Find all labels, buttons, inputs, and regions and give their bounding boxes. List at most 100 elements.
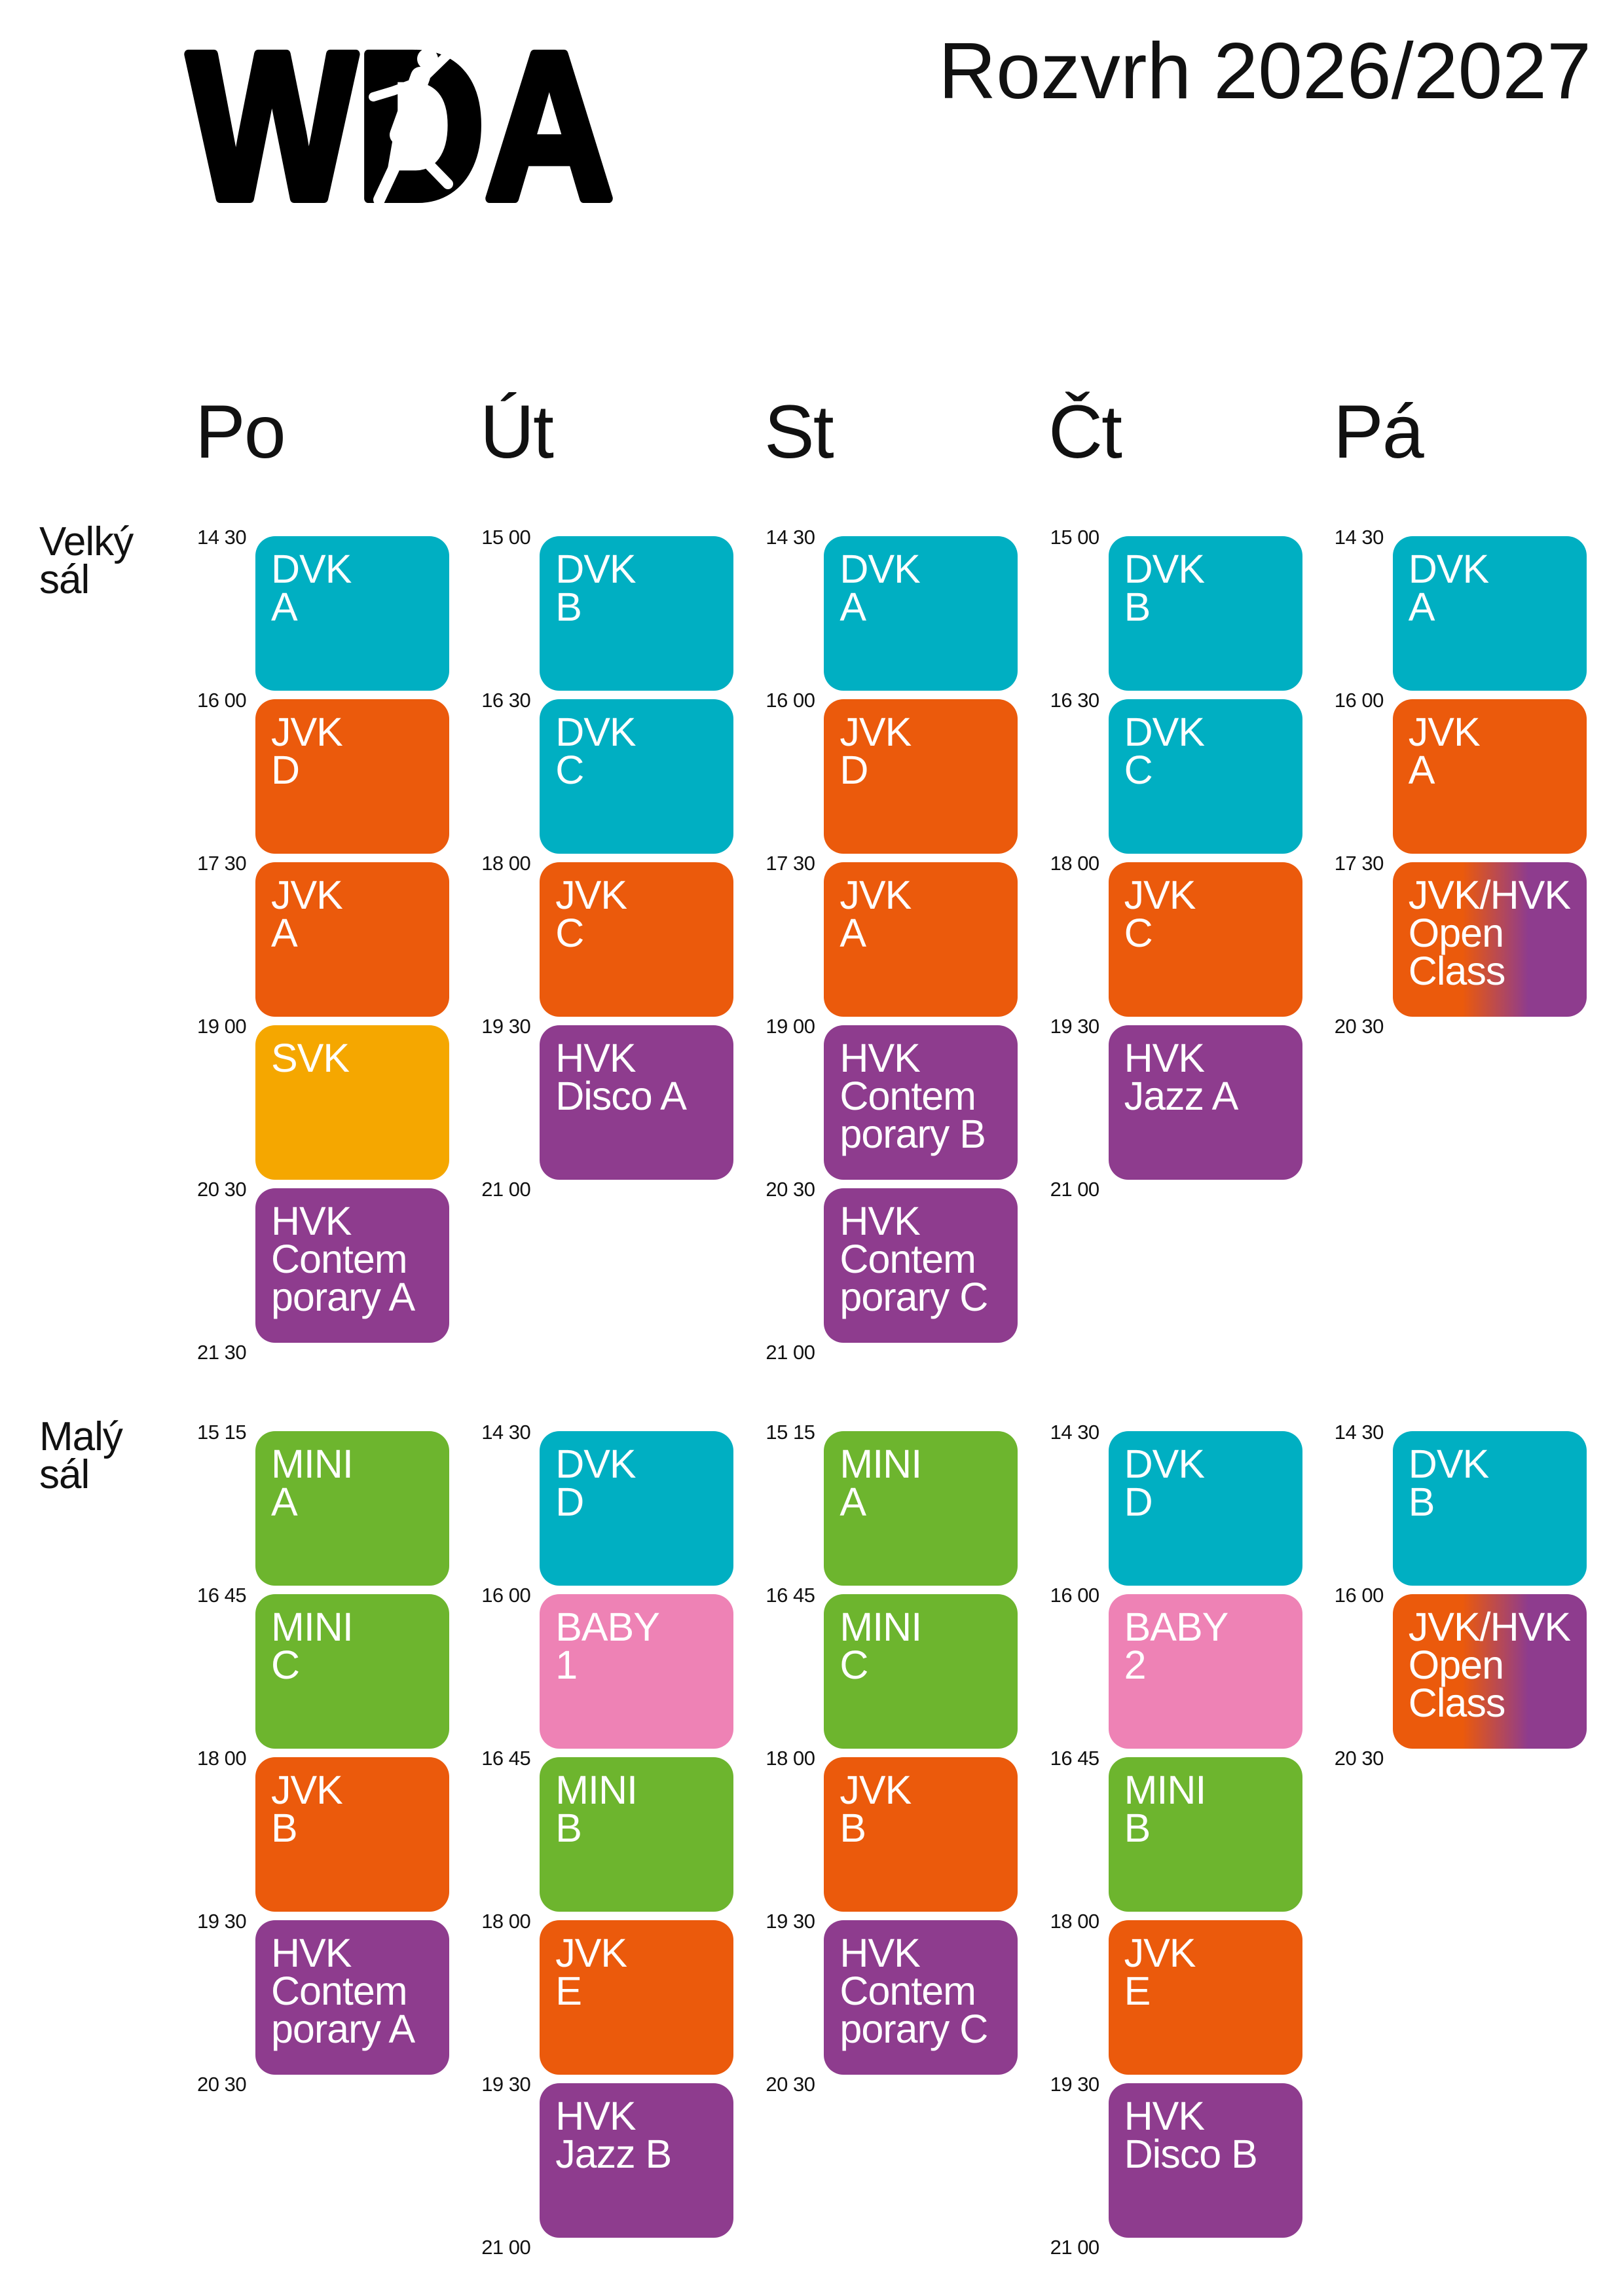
time-label: 21 00 xyxy=(1050,2236,1100,2259)
class-block-line: C xyxy=(1124,911,1153,955)
class-block-velky-sal-po: DVK A xyxy=(255,536,449,691)
time-label: 16 45 xyxy=(766,1584,815,1607)
day-header-ut: Út xyxy=(480,390,554,474)
class-block-line: BABY xyxy=(555,1605,660,1649)
class-block-velky-sal-ct: DVK C xyxy=(1108,699,1302,854)
class-block-maly-sal-ut: JVK E xyxy=(540,1920,734,2075)
time-label: 20 30 xyxy=(197,1178,247,1201)
class-block-line: A xyxy=(271,585,298,629)
class-block-line: DVK xyxy=(1408,1442,1489,1486)
time-label: 21 00 xyxy=(1050,1178,1100,1201)
class-block-line: B xyxy=(840,1806,866,1850)
class-block-line: JVK xyxy=(1124,1931,1196,1975)
time-label: 19 30 xyxy=(481,2073,531,2096)
time-label: 19 30 xyxy=(1050,1015,1100,1038)
class-block-line: C xyxy=(555,911,584,955)
class-block-line: Contem xyxy=(840,1237,976,1281)
class-block-velky-sal-ut: HVK Disco A xyxy=(540,1025,734,1180)
class-block-line: Disco B xyxy=(1124,2132,1258,2176)
time-label: 16 30 xyxy=(481,689,531,712)
time-label: 21 30 xyxy=(197,1341,247,1364)
class-block-maly-sal-st: MINI C xyxy=(824,1594,1018,1749)
class-block-velky-sal-po: JVK D xyxy=(255,699,449,854)
class-block-velky-sal-pa: JVK/HVK Open Class xyxy=(1392,862,1587,1017)
time-label: 15 00 xyxy=(1050,526,1100,549)
class-block-line: D xyxy=(555,1480,584,1524)
time-label: 15 15 xyxy=(197,1421,247,1444)
class-block-line: HVK xyxy=(555,2094,636,2138)
class-block-maly-sal-ct: HVK Disco B xyxy=(1108,2083,1302,2238)
class-block-line: D xyxy=(271,748,300,792)
class-block-line: Jazz A xyxy=(1124,1074,1239,1118)
time-label: 16 45 xyxy=(197,1584,247,1607)
class-block-line: DVK xyxy=(555,1442,636,1486)
page-title: Rozvrh 2026/2027 xyxy=(938,26,1591,115)
class-block-maly-sal-ut: MINI B xyxy=(540,1757,734,1912)
time-label: 21 00 xyxy=(481,1178,531,1201)
time-label: 16 00 xyxy=(1050,1584,1100,1607)
class-block-line: porary B xyxy=(840,1112,986,1156)
time-label: 16 00 xyxy=(1334,689,1384,712)
time-label: 17 30 xyxy=(1334,852,1384,875)
class-block-line: DVK xyxy=(555,547,636,591)
class-block-line: JVK/HVK xyxy=(1408,1605,1571,1649)
class-block-line: JVK xyxy=(840,873,912,917)
dancer-silhouette xyxy=(369,37,472,206)
class-block-line: Contem xyxy=(840,1969,976,2013)
time-label: 21 00 xyxy=(766,1341,815,1364)
time-label: 21 00 xyxy=(481,2236,531,2259)
class-block-line: Contem xyxy=(840,1074,976,1118)
time-label: 19 30 xyxy=(1050,2073,1100,2096)
time-label: 14 30 xyxy=(1334,1421,1384,1444)
class-block-maly-sal-ct: JVK E xyxy=(1108,1920,1302,2075)
day-header-ct: Čt xyxy=(1048,390,1122,474)
time-label: 17 30 xyxy=(197,852,247,875)
class-block-line: 1 xyxy=(555,1643,578,1687)
class-block-line: B xyxy=(1124,1806,1151,1850)
time-label: 14 30 xyxy=(766,526,815,549)
class-block-maly-sal-st: HVK Contem porary C xyxy=(824,1920,1018,2075)
time-label: 14 30 xyxy=(1050,1421,1100,1444)
class-block-line: Contem xyxy=(271,1237,408,1281)
class-block-line: E xyxy=(555,1969,582,2013)
class-block-line: DVK xyxy=(840,547,920,591)
hall-label-maly-sal: Malý sál xyxy=(39,1417,123,1495)
class-block-line: Jazz B xyxy=(555,2132,672,2176)
class-block-line: A xyxy=(271,1480,298,1524)
hall-label-line: Velký xyxy=(39,519,134,564)
time-label: 16 45 xyxy=(1050,1747,1100,1770)
day-header-po: Po xyxy=(195,390,286,474)
class-block-line: HVK xyxy=(840,1036,920,1080)
class-block-line: JVK xyxy=(840,1768,912,1812)
hall-label-line: sál xyxy=(39,557,90,602)
class-block-velky-sal-ut: JVK C xyxy=(540,862,734,1017)
class-block-line: B xyxy=(271,1806,298,1850)
class-block-line: A xyxy=(840,911,866,955)
class-block-maly-sal-ct: DVK D xyxy=(1108,1431,1302,1586)
time-label: 19 30 xyxy=(766,1910,815,1933)
class-block-maly-sal-pa: JVK/HVK Open Class xyxy=(1392,1594,1587,1749)
class-block-line: B xyxy=(555,1806,582,1850)
class-block-velky-sal-st: HVK Contem porary B xyxy=(824,1025,1018,1180)
class-block-line: B xyxy=(1124,585,1151,629)
day-header-pa: Pá xyxy=(1333,390,1424,474)
time-label: 20 30 xyxy=(197,2073,247,2096)
time-label: 15 00 xyxy=(481,526,531,549)
day-header-st: St xyxy=(764,390,834,474)
class-block-line: HVK xyxy=(1124,2094,1205,2138)
time-label: 18 00 xyxy=(197,1747,247,1770)
class-block-line: porary C xyxy=(840,2007,988,2051)
time-label: 19 00 xyxy=(197,1015,247,1038)
class-block-line: C xyxy=(840,1643,868,1687)
class-block-maly-sal-po: MINI A xyxy=(255,1431,449,1586)
class-block-line: porary C xyxy=(840,1275,988,1319)
class-block-line: A xyxy=(271,911,298,955)
class-block-line: HVK xyxy=(840,1199,920,1243)
class-block-line: MINI xyxy=(1124,1768,1207,1812)
class-block-velky-sal-st: JVK D xyxy=(824,699,1018,854)
time-label: 16 00 xyxy=(766,689,815,712)
class-block-velky-sal-st: DVK A xyxy=(824,536,1018,691)
class-block-line: JVK/HVK xyxy=(1408,873,1571,917)
time-label: 16 00 xyxy=(1334,1584,1384,1607)
